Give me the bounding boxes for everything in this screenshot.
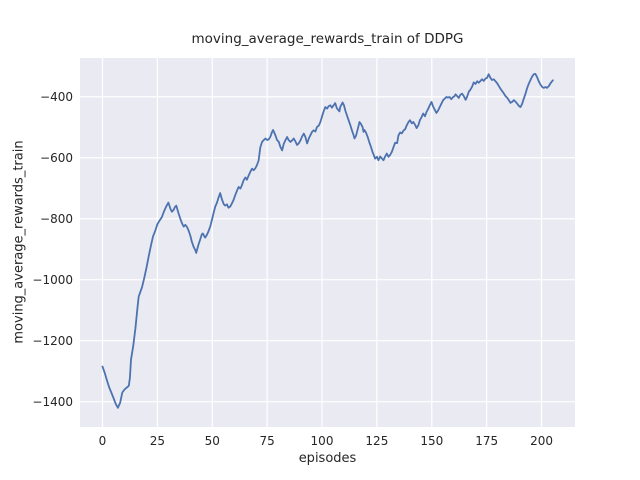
plot-background	[80, 58, 575, 427]
y-tick-label: −1400	[32, 394, 73, 409]
reward-line-chart-svg	[80, 58, 575, 427]
y-axis-label: moving_average_rewards_train	[11, 140, 27, 344]
x-tick-label: 25	[149, 434, 166, 448]
x-axis-label: episodes	[298, 451, 357, 466]
x-tick-label: 75	[259, 434, 275, 448]
y-tick-label: −1200	[32, 333, 73, 348]
y-tick-label: −600	[40, 150, 73, 165]
x-tick-label: 0	[98, 434, 107, 448]
y-tick-label: −800	[40, 211, 73, 226]
x-tick-label: 150	[420, 434, 444, 448]
y-tick-label: −400	[40, 89, 73, 104]
x-tick-label: 200	[530, 434, 553, 448]
x-tick-label: 175	[475, 434, 499, 448]
chart-title: moving_average_rewards_train of DDPG	[191, 31, 464, 47]
x-tick-label: 100	[310, 434, 334, 448]
x-tick-label: 50	[204, 434, 220, 448]
plot-area	[80, 58, 575, 427]
y-tick-label: −1000	[32, 272, 73, 287]
reward-line	[101, 72, 554, 409]
x-tick-label: 125	[365, 434, 389, 448]
